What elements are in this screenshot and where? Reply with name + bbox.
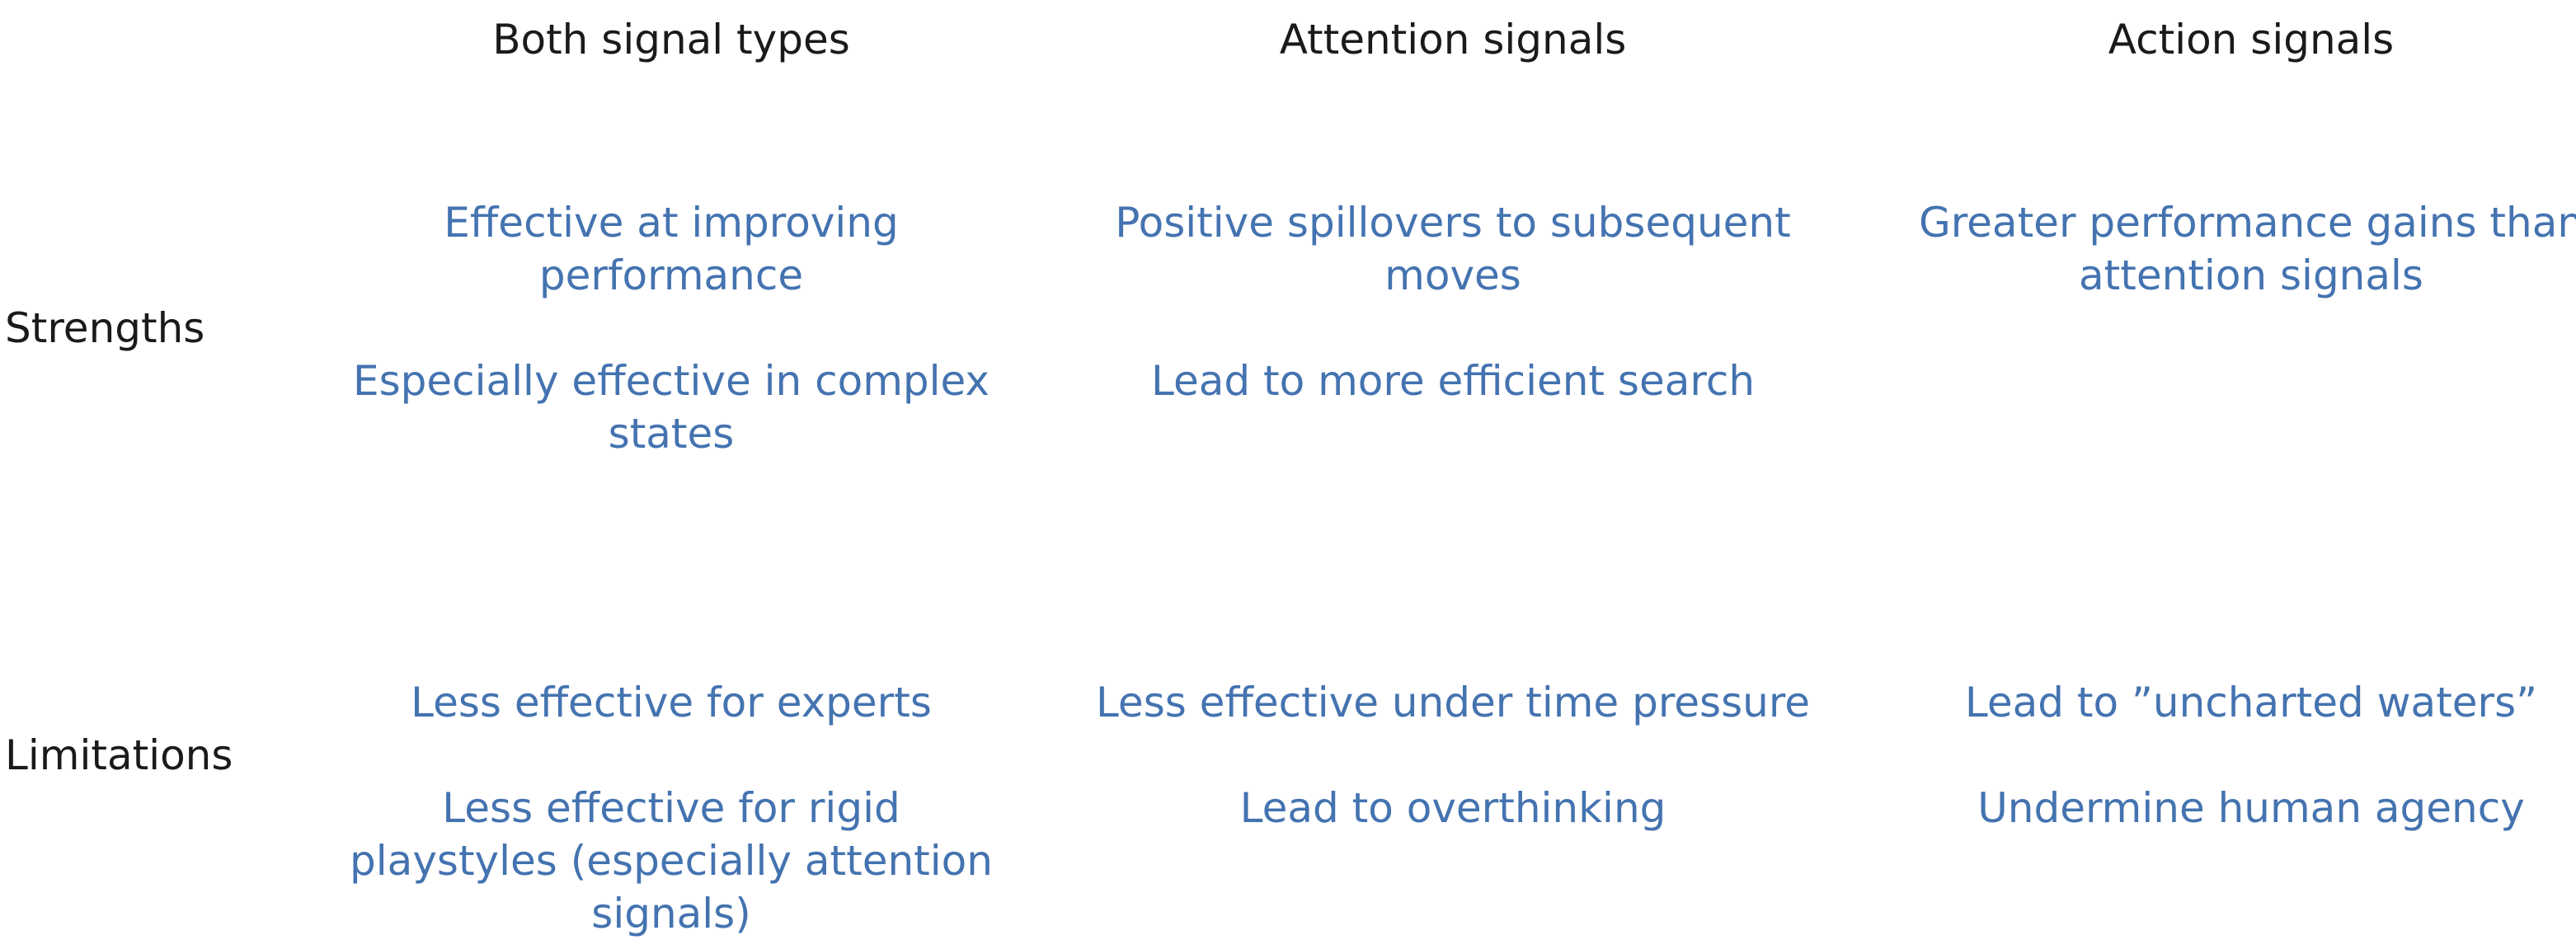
column-header-action: Action signals [2108,16,2395,63]
strength-item: Greater performance gains than attention… [1918,199,2576,299]
cell-strengths-both: Effective at improving performance Espec… [284,196,1059,460]
strength-item: Positive spillovers to subsequent moves [1115,199,1791,299]
strength-item: Especially effective in complex states [353,357,990,458]
cell-strengths-attention: Positive spillovers to subsequent moves … [1065,196,1840,407]
limitation-item: Less effective for rigid playstyles (esp… [350,784,993,938]
cell-strengths-action: Greater performance gains than attention… [1864,196,2576,302]
limitation-item: Undermine human agency [1977,784,2525,832]
cell-limitations-both: Less effective for experts Less effectiv… [284,676,1059,940]
limitation-item: Lead to overthinking [1239,784,1666,832]
strength-item: Lead to more efficient search [1150,357,1756,405]
limitation-item: Less effective for experts [411,679,932,726]
row-label-limitations: Limitations [5,731,233,779]
column-header-attention: Attention signals [1279,16,1627,63]
strength-item: Effective at improving performance [444,199,899,299]
cell-limitations-action: Lead to ”uncharted waters” Undermine hum… [1864,676,2576,834]
column-header-both: Both signal types [492,16,850,63]
cell-limitations-attention: Less effective under time pressure Lead … [1065,676,1840,834]
row-label-strengths: Strengths [5,304,205,352]
limitation-item: Lead to ”uncharted waters” [1964,679,2538,726]
limitation-item: Less effective under time pressure [1095,679,1811,726]
